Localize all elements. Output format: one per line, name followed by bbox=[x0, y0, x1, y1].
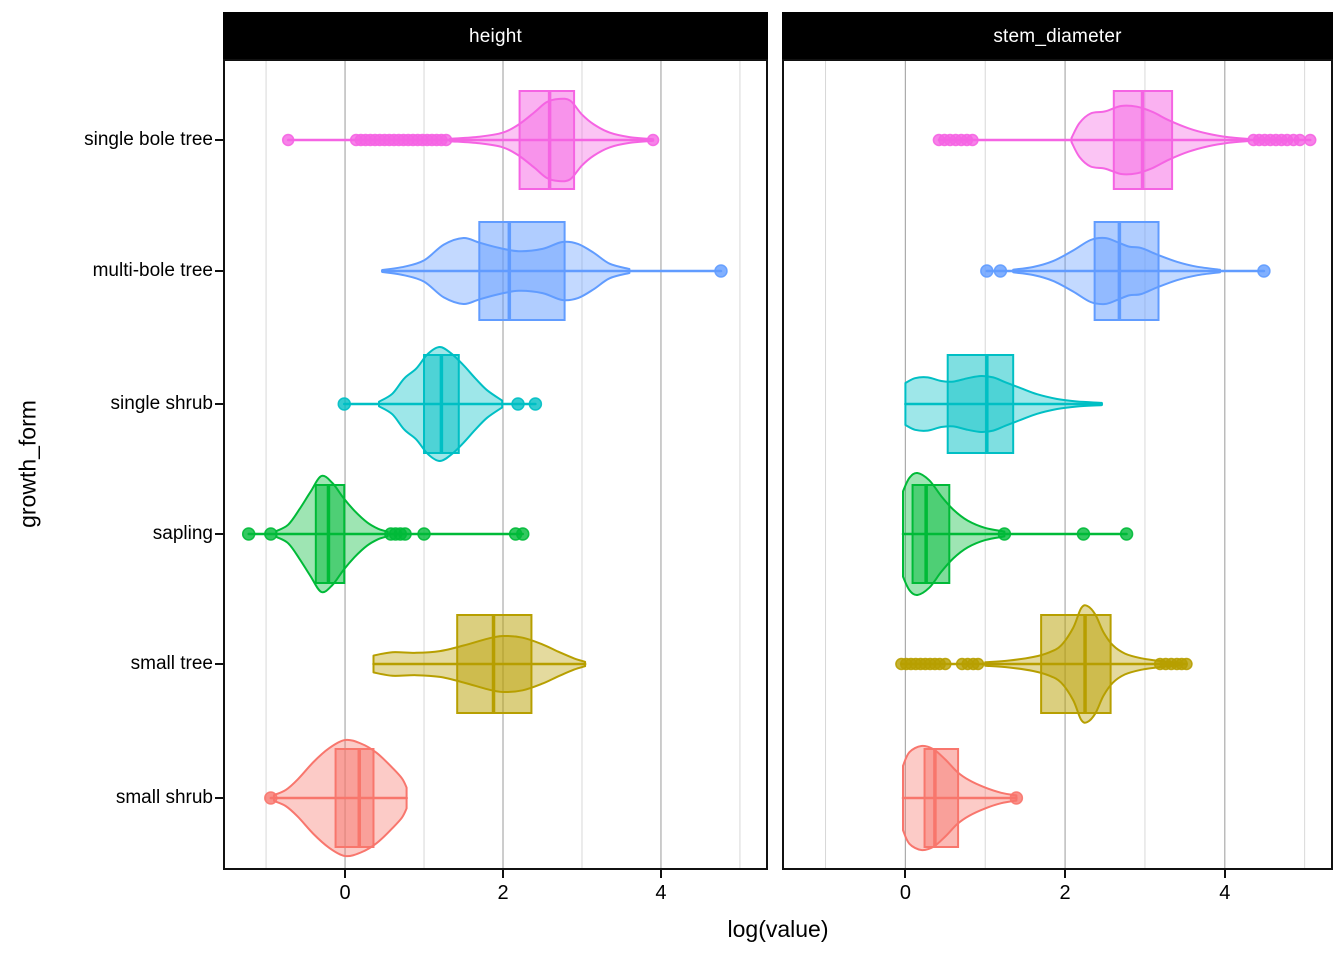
row-small-shrub bbox=[264, 738, 408, 858]
outlier-point bbox=[966, 133, 979, 147]
outlier-point bbox=[1180, 657, 1193, 671]
violin bbox=[381, 236, 631, 306]
violin bbox=[902, 744, 1018, 852]
boxplot-box bbox=[946, 354, 1015, 454]
boxplot-box bbox=[518, 90, 576, 190]
y-tick-mark bbox=[215, 663, 223, 665]
outlier-point bbox=[1293, 133, 1307, 147]
y-tick-label-multi-bole-tree: multi-bole tree bbox=[92, 260, 213, 281]
boxplot-box bbox=[923, 748, 960, 848]
x-tick-mark bbox=[904, 870, 907, 878]
y-tick-mark bbox=[215, 797, 223, 799]
violin bbox=[378, 346, 504, 462]
outlier-point bbox=[993, 264, 1008, 278]
outlier-point bbox=[997, 527, 1012, 541]
row-small-shrub bbox=[901, 744, 1024, 852]
outlier-point bbox=[281, 133, 295, 147]
outlier-point bbox=[714, 264, 728, 278]
outlier-point bbox=[337, 397, 352, 411]
outlier-point bbox=[939, 657, 952, 671]
outlier-point bbox=[1076, 527, 1091, 541]
boxplot-box bbox=[1040, 614, 1112, 714]
x-tick-label-2: 2 bbox=[497, 882, 509, 904]
row-multi-bole-tree bbox=[380, 221, 728, 321]
x-tick-mark bbox=[659, 870, 662, 878]
facet-strip-stem-diameter-label: stem_diameter bbox=[993, 25, 1122, 47]
row-small-tree bbox=[895, 604, 1193, 724]
y-tick-mark bbox=[215, 270, 223, 272]
panel-height bbox=[223, 59, 768, 870]
violin bbox=[904, 374, 1103, 434]
facet-strip-height: height bbox=[223, 12, 768, 61]
violin bbox=[372, 634, 587, 694]
x-tick-label-4: 4 bbox=[1219, 882, 1231, 904]
row-small-tree bbox=[372, 614, 587, 714]
outlier-point bbox=[646, 133, 660, 147]
violin bbox=[902, 471, 1006, 597]
outlier-point bbox=[1119, 527, 1134, 541]
violin bbox=[984, 604, 1182, 724]
outlier-point bbox=[1303, 133, 1317, 147]
outlier-point bbox=[515, 527, 530, 541]
y-tick-mark bbox=[215, 139, 223, 141]
x-tick-label-0: 0 bbox=[899, 882, 911, 904]
y-tick-mark bbox=[215, 533, 223, 535]
panel-stem-diameter bbox=[782, 59, 1333, 870]
boxplot-box bbox=[334, 748, 375, 848]
outlier-point bbox=[241, 527, 256, 541]
row-sapling bbox=[901, 471, 1134, 597]
x-axis-title: log(value) bbox=[727, 916, 829, 942]
row-sapling bbox=[241, 474, 530, 594]
outlier-point bbox=[417, 527, 431, 541]
outlier-point bbox=[264, 791, 278, 805]
boxplot-box bbox=[478, 221, 566, 321]
outlier-point bbox=[1009, 791, 1024, 805]
outlier-point bbox=[971, 657, 985, 671]
panel-stem-diameter-canvas bbox=[825, 61, 1317, 868]
row-single-shrub bbox=[337, 346, 543, 462]
x-tick-label-4: 4 bbox=[655, 882, 667, 904]
outlier-point bbox=[439, 133, 453, 147]
panel-height-canvas bbox=[241, 61, 741, 868]
x-tick-mark bbox=[1064, 870, 1067, 878]
x-tick-mark bbox=[502, 870, 504, 878]
y-tick-label-small-shrub: small shrub bbox=[115, 787, 213, 808]
violin bbox=[1012, 236, 1221, 306]
y-axis-title: growth_form bbox=[14, 400, 41, 528]
row-single-bole-tree bbox=[932, 90, 1317, 190]
y-tick-label-small-tree: small tree bbox=[130, 653, 213, 674]
outlier-point bbox=[528, 397, 543, 411]
y-tick-label-single-bole-tree: single bole tree bbox=[84, 129, 213, 150]
outlier-point bbox=[980, 264, 994, 278]
outlier-point bbox=[264, 527, 278, 541]
y-tick-label-sapling: sapling bbox=[152, 523, 213, 544]
facet-strip-height-label: height bbox=[469, 25, 522, 47]
outlier-point bbox=[1257, 264, 1271, 278]
row-single-bole-tree bbox=[281, 90, 660, 190]
x-tick-mark bbox=[344, 870, 347, 878]
violin bbox=[449, 97, 655, 183]
x-tick-mark bbox=[1223, 870, 1226, 878]
violin bbox=[1070, 104, 1250, 176]
outlier-point bbox=[511, 397, 525, 411]
row-multi-bole-tree bbox=[980, 221, 1271, 321]
y-tick-mark bbox=[215, 403, 223, 405]
violin bbox=[273, 738, 408, 858]
x-tick-label-2: 2 bbox=[1059, 882, 1071, 904]
row-single-shrub bbox=[904, 354, 1104, 454]
facet-strip-stem-diameter: stem_diameter bbox=[782, 12, 1333, 61]
boxplot-box bbox=[911, 484, 951, 584]
outlier-point bbox=[398, 527, 412, 541]
x-tick-label-0: 0 bbox=[339, 882, 351, 904]
y-tick-label-single-shrub: single shrub bbox=[110, 393, 213, 414]
violin bbox=[275, 474, 389, 594]
